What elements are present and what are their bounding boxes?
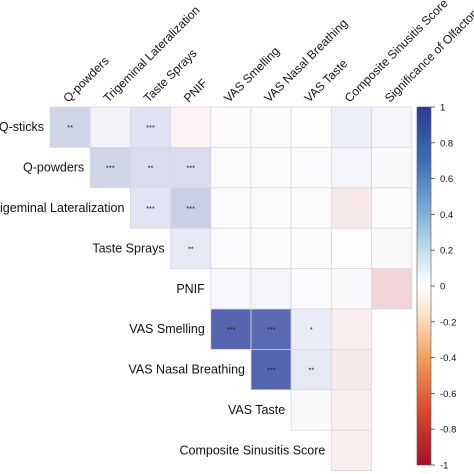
heatmap-cell bbox=[210, 146, 252, 189]
colorbar: 1 0.8 0.6 0.4 0.2 0 -0.2 -0.4 -0.6 -0.8 -1 bbox=[416, 103, 456, 472]
heatmap-cell bbox=[371, 146, 413, 189]
heatmap-cell bbox=[330, 227, 372, 269]
heatmap-cell bbox=[170, 106, 212, 148]
heatmap-cell bbox=[290, 106, 332, 148]
significance-label: *** bbox=[267, 366, 276, 375]
heatmap-cell bbox=[89, 146, 131, 189]
heatmap-cell bbox=[330, 348, 372, 391]
significance-label: *** bbox=[267, 325, 276, 334]
row-label: VAS Nasal Breathing bbox=[129, 363, 246, 377]
row-label: Composite Sinusitis Score bbox=[179, 443, 325, 457]
significance-label: ** bbox=[67, 123, 73, 132]
colorbar-tick-label: 0.6 bbox=[440, 174, 453, 185]
row-label: Trigeminal Lateralization bbox=[0, 201, 124, 215]
row-label: PNIF bbox=[176, 282, 205, 296]
heatmap-cell bbox=[49, 106, 91, 148]
colorbar-tick-label: -0.6 bbox=[440, 389, 456, 400]
significance-label: ** bbox=[308, 366, 314, 375]
heatmap-cell bbox=[290, 146, 332, 189]
colorbar-tick-label: 1 bbox=[440, 103, 445, 114]
heatmap-cell bbox=[290, 227, 332, 269]
heatmap-cell bbox=[250, 227, 292, 269]
heatmap-cell bbox=[330, 389, 372, 431]
significance-label: *** bbox=[146, 204, 155, 213]
row-label: VAS Taste bbox=[228, 403, 285, 417]
heatmap-cell bbox=[330, 106, 372, 148]
heatmap-cell bbox=[210, 106, 252, 148]
colorbar-gradient bbox=[416, 106, 432, 466]
heatmap-cell bbox=[290, 308, 332, 350]
heatmap-cell bbox=[290, 268, 332, 310]
significance-label: ** bbox=[188, 244, 194, 253]
significance-label: ** bbox=[148, 164, 154, 173]
heatmap-cell bbox=[371, 227, 413, 269]
heatmap-cell bbox=[290, 389, 332, 431]
heatmap-cell bbox=[330, 429, 372, 472]
heatmap-cell bbox=[250, 348, 292, 391]
heatmap-cell bbox=[330, 268, 372, 310]
heatmap-cell bbox=[210, 268, 252, 310]
heatmap-cell bbox=[210, 308, 252, 350]
heatmap-cell bbox=[210, 227, 252, 269]
row-labels: Q-sticks Q-powders Trigeminal Lateralizati… bbox=[0, 120, 325, 457]
heatmap-cell bbox=[371, 187, 413, 229]
significance-label: *** bbox=[186, 204, 195, 213]
row-label: Taste Sprays bbox=[92, 241, 164, 255]
colorbar-tick-label: -0.4 bbox=[440, 353, 456, 364]
colorbar-tick-label: -0.8 bbox=[440, 425, 456, 436]
significance-label: *** bbox=[146, 123, 155, 132]
heatmap-cell bbox=[330, 308, 372, 350]
heatmap-cell bbox=[371, 268, 413, 310]
row-label: Q-powders bbox=[23, 161, 84, 175]
heatmap-cell bbox=[250, 146, 292, 189]
heatmap-cell bbox=[89, 106, 131, 148]
row-label: Q-sticks bbox=[0, 120, 44, 134]
significance-label: *** bbox=[186, 164, 195, 173]
significance-label: *** bbox=[106, 164, 115, 173]
heatmap-cells: ** ****** ** ****** ******** *** **** ** bbox=[49, 106, 413, 472]
column-label: PNIF bbox=[181, 76, 210, 105]
heatmap-cell bbox=[170, 146, 212, 189]
heatmap-cell bbox=[250, 187, 292, 229]
heatmap-cell bbox=[330, 187, 372, 229]
heatmap-cell bbox=[250, 106, 292, 148]
heatmap-cell bbox=[210, 187, 252, 229]
significance-label: * bbox=[310, 325, 313, 334]
colorbar-tick-label: -0.2 bbox=[440, 317, 456, 328]
heatmap-cell bbox=[290, 187, 332, 229]
colorbar-tick-label: 0.2 bbox=[440, 246, 453, 257]
heatmap-cell bbox=[371, 106, 413, 148]
significance-label: *** bbox=[227, 325, 236, 334]
heatmap-cell bbox=[250, 268, 292, 310]
heatmap-cell bbox=[330, 146, 372, 189]
colorbar-tick-label: 0 bbox=[440, 282, 445, 293]
row-label: VAS Smelling bbox=[129, 322, 205, 336]
colorbar-tick-label: 0.4 bbox=[440, 210, 453, 221]
colorbar-tick-label: -1 bbox=[440, 461, 448, 472]
colorbar-tick-label: 0.8 bbox=[440, 138, 453, 149]
